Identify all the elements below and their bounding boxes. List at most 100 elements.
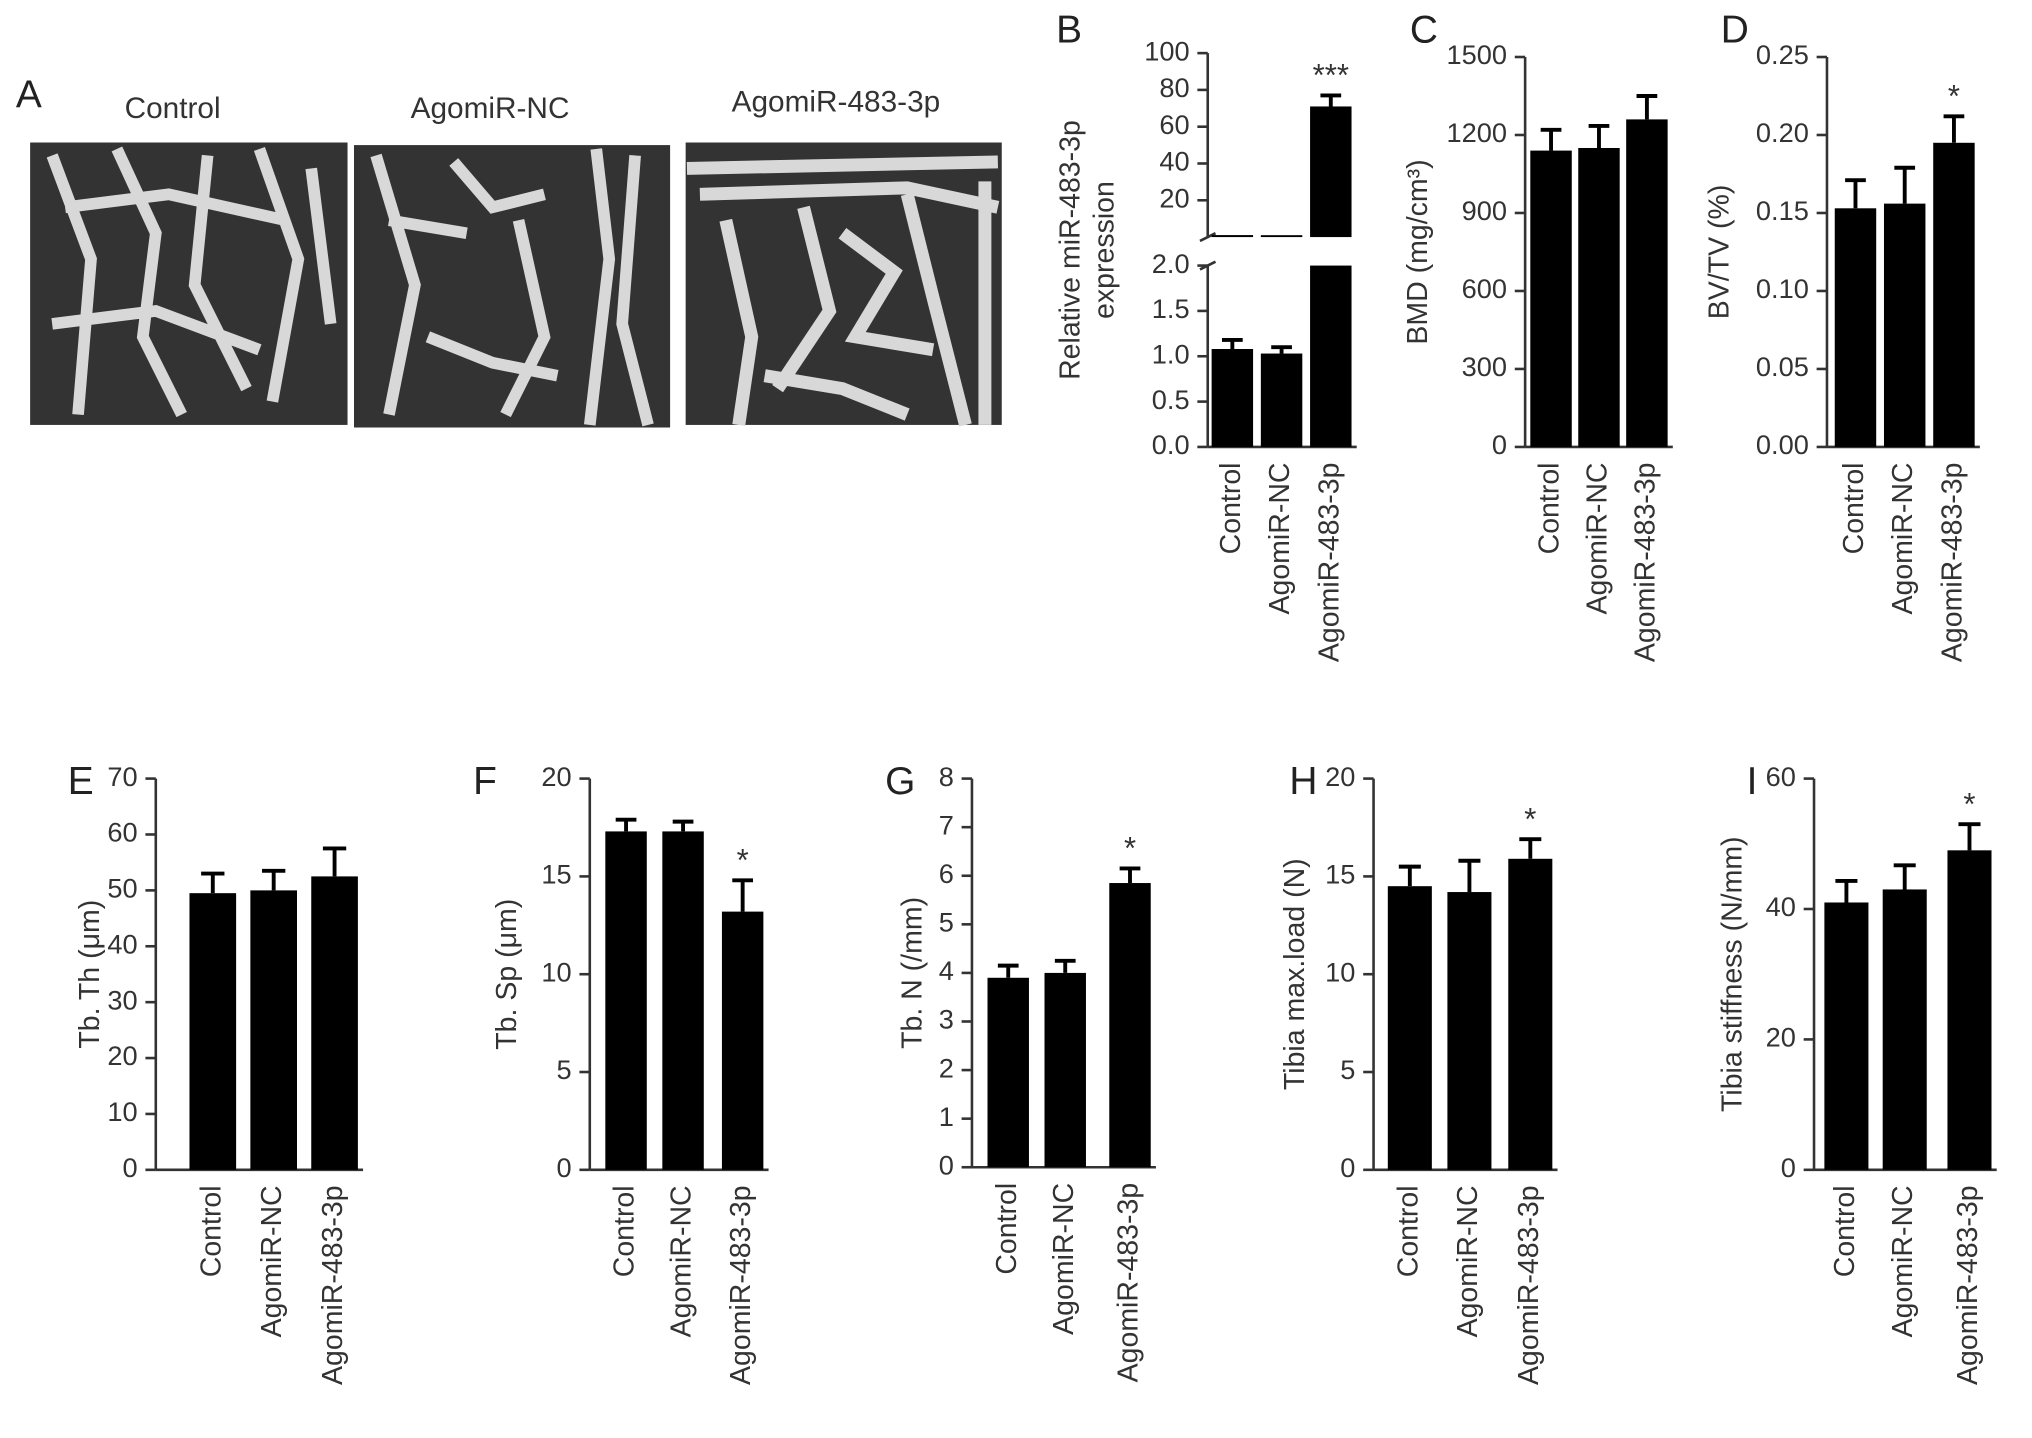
bar [1044,972,1086,1168]
y-tick-label: 30 [107,984,137,1015]
y-tick-label: 900 [1462,195,1507,226]
panel-letter: D [1721,9,1749,52]
bar [311,876,358,1170]
x-tick-label: AgomiR-NC [1264,462,1296,614]
y-tick-label: 0 [1781,1152,1796,1183]
y-tick-label: 1500 [1447,39,1507,70]
y-tick-label: 0.5 [1152,384,1190,415]
x-tick-label: Control [1392,1185,1424,1277]
y-axis-label: BMD (mg/cm³) [1401,159,1433,344]
micro-ct-image [354,145,671,428]
y-tick-label: 0.00 [1756,429,1809,460]
y-tick-label: 0 [1492,429,1507,460]
error-bar [1519,837,1542,859]
error-bar [732,878,754,912]
bar [1933,142,1975,447]
bar [189,893,237,1170]
significance-mark: * [737,842,749,877]
micro-ct-images [30,142,1002,428]
y-tick-label: 5 [557,1054,572,1085]
x-tick-label: AgomiR-NC [1582,462,1614,614]
bar-panel: F 0 5 10 15 20 Tb. Sp (μm) Control AgomiR-NC * Ago… [473,760,769,1385]
error-bar [1845,178,1866,209]
y-axis-label-line: BV/TV (%) [1703,185,1735,320]
x-tick-label: AgomiR-NC [1887,462,1919,614]
bar [721,911,764,1170]
error-bar [1221,337,1243,350]
bar-panel: H 0 5 10 15 20 Tibia max.load (N) Control AgomiR… [1278,760,1558,1385]
bar-panel: D 0.00 0.05 0.10 0.15 0.20 0.25 BV/TV (%) Contro… [1703,9,1980,662]
bar [1310,265,1352,447]
x-tick-label: AgomiR-483-3p [1313,462,1345,662]
y-tick-label: 10 [541,956,571,987]
bar-panel: G 0 1 2 3 4 5 6 7 8 Tb. N (/mm) Control AgomiR-NC * Ag… [885,760,1156,1382]
y-tick-label: 6 [939,858,954,889]
y-tick-label: 0.20 [1756,117,1809,148]
x-tick-label: Control [609,1185,641,1277]
y-tick-label: 2.0 [1152,248,1190,279]
x-tick-label: Control [1534,462,1566,554]
significance-mark: * [1963,786,1975,821]
image-caption: Control [125,92,221,125]
x-tick-label: Control [1838,462,1870,554]
panel-letter: I [1747,760,1758,803]
bar [1211,235,1254,238]
y-axis-label: Tb. Th (μm) [74,900,106,1049]
x-tick-label: AgomiR-NC [1887,1185,1919,1337]
error-bar [1943,114,1965,143]
y-axis-label: Tb. N (/mm) [896,897,928,1049]
error-bar [262,868,286,891]
axis-break [1199,260,1217,271]
significance-mark: *** [1313,58,1349,93]
error-bar [322,846,347,877]
panel-letter: F [473,760,497,803]
x-tick-label: AgomiR-NC [256,1185,288,1337]
y-tick-label: 2 [939,1052,954,1083]
error-bar [1320,93,1342,107]
y-tick-label: 0.05 [1756,351,1809,382]
error-bar [1893,863,1916,890]
x-tick-label: Control [1829,1185,1861,1277]
y-axis-label: Tibia max.load (N) [1278,858,1310,1090]
y-axis-label-line: Tibia max.load (N) [1278,858,1310,1090]
bar [1578,147,1620,447]
y-tick-label: 0 [123,1152,138,1183]
y-tick-label: 0.15 [1756,195,1809,226]
y-axis-label-line: Tibia stiffness (N/mm) [1716,836,1748,1112]
y-axis-label-line: Relative miR-483-3p [1054,120,1086,380]
y-tick-label: 1 [939,1101,954,1132]
y-tick-label: 300 [1462,351,1507,382]
error-bar [1398,864,1421,887]
trabecular-pattern [686,155,1000,427]
significance-mark: * [1948,78,1960,113]
y-tick-label: 8 [939,761,954,792]
error-bar [1119,866,1141,884]
error-bar [615,817,637,832]
panel-letter: A [16,73,42,116]
y-tick-label: 600 [1462,273,1507,304]
error-bar [1540,127,1562,151]
panel-letter: C [1410,9,1438,52]
y-axis-label: Relative miR-483-3pexpression [1054,120,1120,380]
y-axis-label-line: Tb. N (/mm) [896,897,928,1049]
y-tick-label: 0 [1340,1152,1355,1183]
y-tick-label: 20 [1325,761,1355,792]
image-caption: AgomiR-NC [411,92,570,125]
y-tick-label: 7 [939,809,954,840]
error-bar [1958,822,1981,851]
y-tick-label: 20 [107,1040,137,1071]
error-bar [1588,123,1610,148]
y-tick-label: 20 [541,761,571,792]
y-tick-label: 40 [107,928,137,959]
y-axis-label-line: expression [1088,181,1120,319]
bar [1883,203,1926,447]
y-tick-label: 80 [1159,72,1189,103]
y-axis-label: Tibia stiffness (N/mm) [1716,836,1748,1112]
x-tick-label: Control [195,1185,227,1277]
bar [1882,889,1927,1170]
x-tick-label: Control [1215,462,1247,554]
error-bar [201,871,225,894]
bar [1947,850,1992,1170]
